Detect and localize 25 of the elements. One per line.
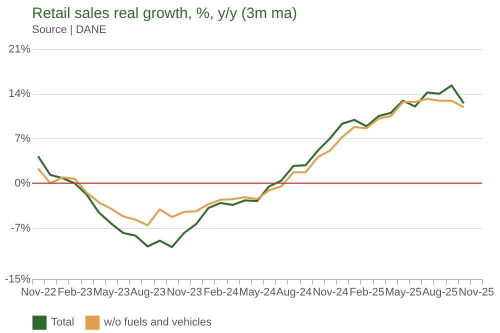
source-note: Source | DANE <box>32 24 106 36</box>
x-tick-label: May-25 <box>385 286 422 298</box>
x-tick-label: Nov-22 <box>20 286 56 298</box>
x-tick-label: Aug-25 <box>422 286 458 298</box>
y-tick-label: -15% <box>4 274 31 286</box>
x-tick-label: May-24 <box>239 286 276 298</box>
chart-title: Retail sales real growth, %, y/y (3m ma) <box>32 5 298 22</box>
y-tick-label: 14% <box>8 88 31 100</box>
x-tick-label: Aug-24 <box>276 286 312 298</box>
y-tick-label: 21% <box>8 44 31 56</box>
legend-label: w/o fuels and vehicles <box>103 316 212 329</box>
line-series <box>37 84 465 248</box>
y-tick-label: 0% <box>14 178 31 190</box>
x-tick-label: Feb-25 <box>350 286 384 298</box>
x-tick-label: Nov-23 <box>166 286 202 298</box>
x-tick-label: Aug-23 <box>130 286 166 298</box>
x-tick-label: Nov-25 <box>458 286 494 298</box>
x-tick-label: Feb-24 <box>204 286 238 298</box>
x-tick-label: May-23 <box>93 286 130 298</box>
y-tick-label: 7% <box>14 132 31 145</box>
line-series <box>37 98 465 226</box>
x-tick-label: Nov-24 <box>312 286 348 298</box>
y-tick-label: -7% <box>10 222 31 234</box>
legend-label: Total <box>51 316 74 329</box>
x-tick-label: Feb-23 <box>58 286 92 298</box>
